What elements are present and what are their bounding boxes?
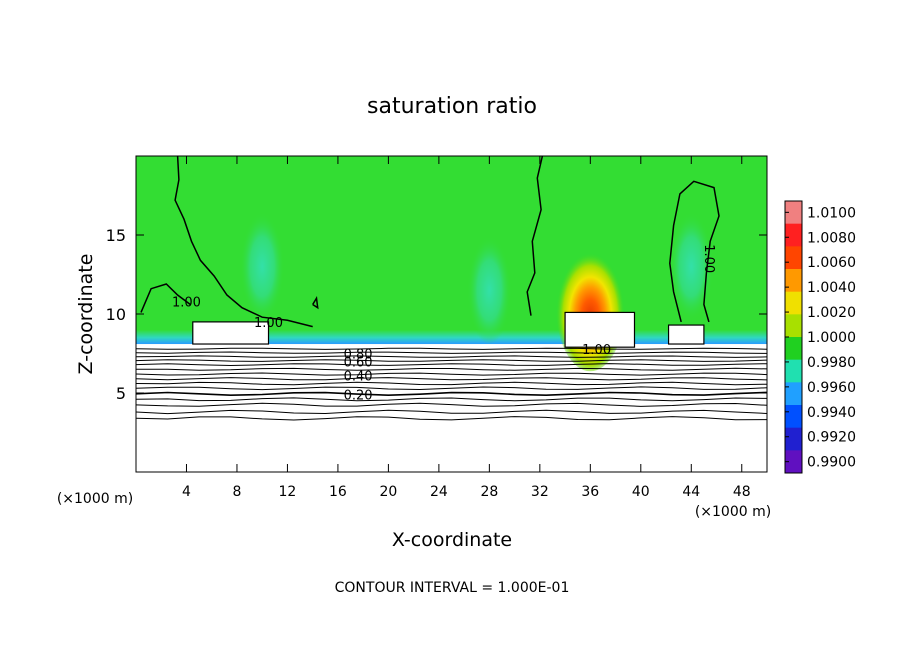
contour-label: 1.00 <box>701 244 716 273</box>
contour-label: 1.00 <box>254 316 283 331</box>
x-unit-right: (×1000 m) <box>695 504 771 520</box>
isoline <box>136 397 767 402</box>
x-tick-label: 40 <box>632 484 650 500</box>
contour-label: 1.00 <box>582 343 611 358</box>
y-axis: 5 10 15 <box>106 226 767 403</box>
x-tick-label: 12 <box>279 484 297 500</box>
isoline <box>140 283 191 313</box>
chart-title: saturation ratio <box>367 94 537 119</box>
colorbar-swatch <box>785 382 802 406</box>
colorbar-swatch <box>785 427 802 451</box>
colorbar-label: 0.9900 <box>807 455 856 471</box>
isoline <box>174 156 313 328</box>
x-unit-left: (×1000 m) <box>57 491 133 507</box>
contour-labels: 1.00 1.00 1.00 1.00 0.800.600.40 0.20 <box>172 244 716 403</box>
colorbar-label: 1.0020 <box>807 305 856 321</box>
isoline <box>136 402 767 407</box>
x-tick-label: 16 <box>329 484 347 500</box>
field-hotspot <box>669 212 714 321</box>
colorbar: 1.0100 1.0080 1.0060 1.0040 1.0020 1.0000 0.99… <box>784 200 856 474</box>
x-tick-label: 36 <box>581 484 599 500</box>
isoline <box>136 351 767 354</box>
isoline <box>136 377 767 381</box>
colorbar-swatch <box>785 314 802 338</box>
x-tick-label: 32 <box>531 484 549 500</box>
field-hotspot <box>467 236 512 345</box>
isoline <box>136 363 767 367</box>
contour-lines <box>136 156 767 421</box>
x-tick-label: 20 <box>379 484 397 500</box>
contour-interval-note: CONTOUR INTERVAL = 1.000E-01 <box>335 580 570 596</box>
x-axis-label: X-coordinate <box>392 529 512 551</box>
colorbar-swatch <box>785 359 802 383</box>
y-tick-label: 5 <box>116 384 126 403</box>
isoline <box>669 180 720 323</box>
isoline <box>192 321 270 345</box>
contour-label: 0.40 <box>344 370 373 385</box>
isoline <box>526 156 544 316</box>
isoline <box>136 409 767 415</box>
x-tick-label: 28 <box>480 484 498 500</box>
isoline <box>136 359 767 362</box>
colorbar-label: 0.9940 <box>807 405 856 421</box>
isoline <box>136 372 767 376</box>
plot-area <box>136 156 767 472</box>
isoline <box>564 311 636 348</box>
colorbar-label: 1.0060 <box>807 255 856 271</box>
colorbar-label: 0.9960 <box>807 380 856 396</box>
x-tick-label: 4 <box>182 484 191 500</box>
contour-label: 1.00 <box>172 295 201 310</box>
x-axis: 4 8 12 16 20 24 28 32 36 40 44 48 <box>182 156 751 500</box>
colorbar-swatch <box>785 269 802 293</box>
colorbar-swatch <box>785 291 802 315</box>
colorbar-label: 0.9980 <box>807 355 856 371</box>
contour-label: 0.80 <box>344 348 373 363</box>
colorbar-label: 1.0000 <box>807 330 856 346</box>
y-tick-label: 10 <box>106 305 126 324</box>
colorbar-swatch <box>785 450 802 474</box>
x-tick-label: 48 <box>733 484 751 500</box>
isoline <box>667 324 705 345</box>
colorbar-label: 1.0100 <box>807 205 856 221</box>
colorbar-swatch <box>785 223 802 247</box>
x-tick-label: 24 <box>430 484 448 500</box>
isoline <box>136 381 767 386</box>
colorbar-swatch <box>785 405 802 429</box>
contour-label: 0.60 <box>344 355 373 370</box>
colorbar-label: 1.0040 <box>807 280 856 296</box>
colorbar-swatch <box>785 337 802 361</box>
colorbar-label: 0.9920 <box>807 430 856 446</box>
colorbar-label: 1.0080 <box>807 230 856 246</box>
x-tick-label: 8 <box>232 484 241 500</box>
x-tick-label: 44 <box>682 484 700 500</box>
isoline <box>136 347 767 350</box>
isoline <box>312 295 319 310</box>
contour-label: 0.20 <box>344 389 373 404</box>
colorbar-swatch <box>785 201 802 225</box>
isoline <box>136 416 767 421</box>
y-axis-label: Z-coordinate <box>75 254 97 375</box>
isoline <box>136 386 767 391</box>
colorbar-swatch <box>785 246 802 270</box>
field-hotspot <box>240 212 285 321</box>
y-tick-label: 15 <box>106 226 126 245</box>
isoline <box>136 355 767 358</box>
isoline <box>136 391 767 397</box>
isoline <box>136 367 767 371</box>
